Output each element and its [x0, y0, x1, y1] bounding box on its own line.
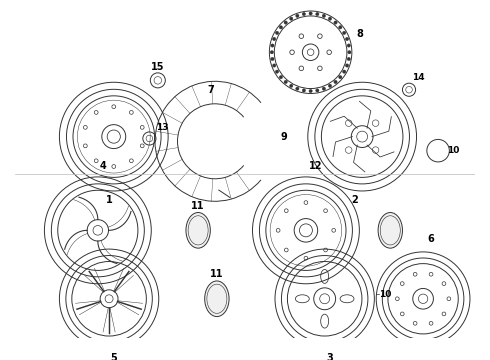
Text: 3: 3: [326, 353, 333, 360]
Ellipse shape: [378, 212, 402, 248]
Circle shape: [290, 17, 293, 20]
Circle shape: [295, 87, 299, 90]
Circle shape: [279, 76, 283, 79]
Circle shape: [302, 89, 306, 92]
Circle shape: [347, 44, 350, 47]
Circle shape: [316, 89, 319, 92]
Circle shape: [271, 57, 274, 60]
Text: 10: 10: [379, 289, 392, 298]
Circle shape: [322, 87, 325, 90]
Circle shape: [272, 64, 276, 67]
Circle shape: [345, 64, 349, 67]
Circle shape: [339, 26, 342, 29]
Circle shape: [322, 14, 325, 18]
Text: 11: 11: [192, 201, 205, 211]
Text: 8: 8: [356, 28, 363, 39]
Text: 9: 9: [280, 132, 287, 141]
Circle shape: [290, 84, 293, 87]
Circle shape: [345, 37, 349, 41]
Text: 11: 11: [210, 269, 223, 279]
Circle shape: [309, 12, 312, 15]
Ellipse shape: [205, 281, 229, 316]
Circle shape: [328, 84, 332, 87]
Circle shape: [279, 26, 283, 29]
Text: 4: 4: [99, 161, 106, 171]
Text: 10: 10: [447, 146, 459, 155]
Circle shape: [302, 12, 306, 16]
Text: 15: 15: [151, 62, 165, 72]
Circle shape: [343, 31, 346, 35]
Circle shape: [334, 80, 337, 84]
Circle shape: [295, 14, 299, 18]
Text: 2: 2: [351, 195, 358, 205]
Circle shape: [309, 89, 312, 93]
Circle shape: [284, 21, 287, 24]
Text: 5: 5: [110, 353, 117, 360]
Circle shape: [271, 44, 274, 47]
Circle shape: [343, 70, 346, 73]
Text: 7: 7: [207, 85, 214, 95]
Circle shape: [339, 76, 342, 79]
Text: 1: 1: [106, 195, 113, 205]
Circle shape: [334, 21, 337, 24]
Text: 6: 6: [427, 234, 434, 244]
Circle shape: [347, 57, 350, 60]
Circle shape: [316, 12, 319, 16]
Text: 14: 14: [412, 73, 425, 82]
Circle shape: [275, 70, 279, 73]
Circle shape: [284, 80, 287, 84]
Circle shape: [348, 51, 351, 54]
Ellipse shape: [186, 212, 210, 248]
Text: 13: 13: [156, 123, 169, 132]
Circle shape: [275, 31, 279, 35]
Circle shape: [270, 51, 273, 54]
Circle shape: [272, 37, 276, 41]
Circle shape: [328, 17, 332, 20]
Text: 12: 12: [309, 161, 322, 171]
